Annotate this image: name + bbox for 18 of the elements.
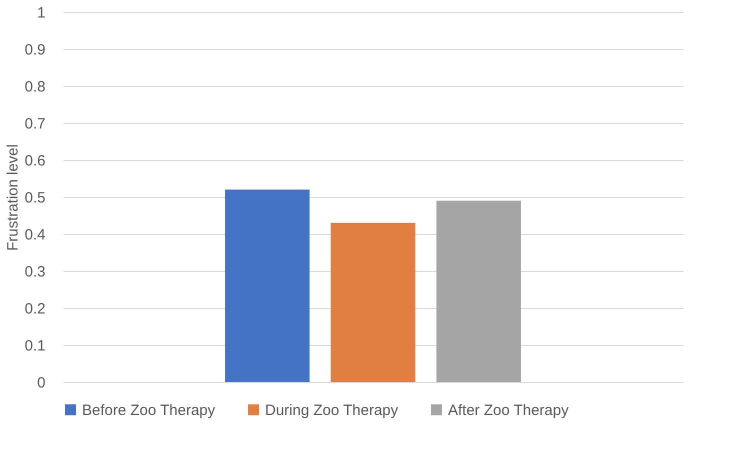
y-tick-label: 0.9 <box>24 42 46 58</box>
bar <box>330 222 416 382</box>
legend-label: During Zoo Therapy <box>265 402 399 419</box>
y-tick-label: 0.8 <box>24 78 46 96</box>
y-tick-label: 0.4 <box>24 226 46 244</box>
y-tick-label: 0 <box>37 374 46 392</box>
y-tick-label: 0.6 <box>24 152 46 170</box>
legend-label: Before Zoo Therapy <box>82 402 216 419</box>
bar <box>436 200 521 382</box>
y-tick-label: 0.5 <box>24 190 46 206</box>
bar <box>225 190 310 382</box>
y-tick-label: 0.1 <box>24 338 46 354</box>
y-axis-title: Frustration level <box>4 144 22 251</box>
y-tick-label: 0.7 <box>24 116 46 132</box>
y-tick-label: 0.2 <box>24 300 46 318</box>
y-tick-label: 0.3 <box>24 264 46 280</box>
legend-label: After Zoo Therapy <box>448 402 570 419</box>
y-tick-label: 1 <box>37 4 46 22</box>
